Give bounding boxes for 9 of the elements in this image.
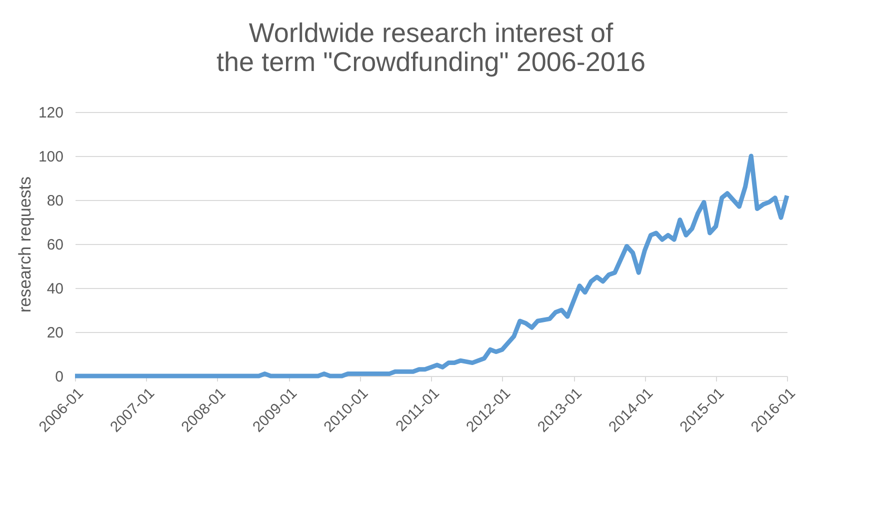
y-tick-label: 60 — [46, 236, 64, 254]
y-tick-label: 40 — [46, 280, 64, 298]
y-tick-label: 80 — [46, 192, 64, 210]
y-tick-label: 20 — [46, 324, 64, 342]
y-tick-label: 0 — [55, 368, 64, 386]
y-axis-title: research requests — [15, 176, 34, 313]
y-tick-label: 120 — [38, 104, 64, 122]
chart-title: Worldwide research interest of the term "Crowdfunding" 2006-2016 — [216, 18, 646, 77]
y-tick-label: 100 — [38, 148, 64, 166]
